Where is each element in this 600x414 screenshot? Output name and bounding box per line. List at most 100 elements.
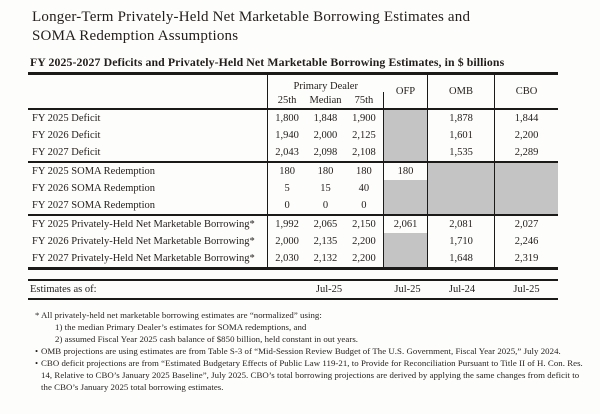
cell-omb: 1,878 [427, 109, 495, 127]
cell-cbo-na [494, 161, 558, 180]
row-label: FY 2025 SOMA Redemption [28, 161, 268, 180]
table-subtitle: FY 2025-2027 Deficits and Privately-Held… [30, 55, 505, 69]
cell-25th: 2,043 [275, 147, 299, 158]
table-row-fy2027-borrowing: FY 2027 Privately-Held Net Marketable Bo… [28, 250, 558, 269]
table-row-fy2025-soma: FY 2025 SOMA Redemption 180 180 180 180 [28, 161, 558, 180]
cell-omb: 1,648 [427, 250, 495, 269]
cell-25th: 0 [284, 200, 290, 211]
cell-cbo-na [494, 197, 558, 215]
cell-omb-na [427, 197, 495, 215]
footnote-omb: • OMB projections are using estimates ar… [28, 345, 586, 357]
cell-omb-na [427, 180, 495, 197]
footnote-normalized: * All privately-held net marketable borr… [28, 309, 586, 345]
cell-25th: 180 [267, 161, 307, 180]
col-header-25th: 25th [267, 92, 307, 110]
corner-header-cell [28, 73, 268, 110]
cell-cbo: 1,844 [514, 113, 539, 124]
cell-75th: 180 [344, 161, 384, 180]
cell-median: 2,135 [313, 236, 338, 247]
cell-25th: 1,800 [275, 113, 299, 124]
estimates-date-primary-dealer: Jul-25 [315, 283, 343, 295]
col-header-omb: OMB [427, 73, 495, 110]
bullet-marker: • [35, 346, 39, 356]
cell-ofp-na [383, 109, 428, 127]
table-row-fy2026-soma: FY 2026 SOMA Redemption 5 15 40 [28, 180, 558, 197]
cell-median: 2,132 [313, 253, 338, 264]
cell-median: 1,848 [313, 113, 338, 124]
cell-25th: 5 [284, 183, 290, 194]
table-row-fy2026-borrowing: FY 2026 Privately-Held Net Marketable Bo… [28, 233, 558, 250]
footnote-omb-text: OMB projections are using estimates are … [41, 346, 561, 356]
cell-75th: 2,200 [344, 233, 384, 250]
estimates-as-of-label: Estimates as of: [30, 283, 97, 295]
estimates-as-of-row: Estimates as of: Jul-25 Jul-25 Jul-24 Ju… [28, 279, 558, 300]
col-header-median: Median [306, 92, 345, 110]
borrowing-estimates-table: Primary Dealer OFP OMB CBO 25th Median 7… [28, 72, 558, 270]
cell-cbo: 2,027 [494, 214, 558, 233]
cell-omb: 1,710 [427, 233, 495, 250]
footnote-cbo-text: CBO deficit projections are from “Estima… [41, 358, 583, 392]
cell-median: 2,065 [306, 214, 345, 233]
cell-ofp-na [383, 127, 428, 144]
row-label: FY 2026 SOMA Redemption [28, 180, 268, 197]
table-row-fy2027-soma: FY 2027 SOMA Redemption 0 0 0 [28, 197, 558, 215]
footnote-normalized-text: All privately-held net marketable borrow… [41, 310, 322, 320]
cell-median: 180 [306, 161, 345, 180]
cell-ofp: 2,061 [383, 214, 428, 233]
row-label: FY 2026 Privately-Held Net Marketable Bo… [28, 233, 268, 250]
cell-ofp-na [383, 233, 428, 250]
cell-ofp-na [383, 250, 428, 269]
row-label: FY 2027 Privately-Held Net Marketable Bo… [28, 250, 268, 269]
cell-ofp-na [383, 197, 428, 215]
cell-median: 2,098 [313, 147, 338, 158]
page-title-line1: Longer-Term Privately-Held Net Marketabl… [32, 9, 471, 25]
footnote-normalized-item2: 2) assumed Fiscal Year 2025 cash balance… [55, 334, 359, 344]
estimates-date-omb: Jul-24 [448, 283, 476, 295]
table-row-fy2025-deficit: FY 2025 Deficit 1,800 1,848 1,900 1,878 … [28, 109, 558, 127]
footnote-normalized-item1: 1) the median Primary Dealer’s estimates… [55, 322, 307, 332]
cell-75th: 0 [344, 197, 384, 215]
cell-cbo: 2,200 [514, 130, 539, 141]
cell-omb: 2,081 [427, 214, 495, 233]
cell-cbo: 2,246 [514, 236, 539, 247]
cell-omb-na [427, 161, 495, 180]
table-row-fy2026-deficit: FY 2026 Deficit 1,940 2,000 2,125 1,601 … [28, 127, 558, 144]
row-label: FY 2025 Deficit [28, 109, 268, 127]
cell-25th: 2,030 [275, 253, 299, 264]
col-group-primary-dealer: Primary Dealer [293, 81, 358, 92]
col-header-ofp: OFP [383, 73, 428, 110]
cell-75th: 2,108 [344, 144, 384, 162]
cell-ofp-na [383, 144, 428, 162]
footnote-cbo: • CBO deficit projections are from “Esti… [28, 357, 586, 393]
cell-75th: 1,900 [344, 109, 384, 127]
table-row-fy2027-deficit: FY 2027 Deficit 2,043 2,098 2,108 1,535 … [28, 144, 558, 162]
estimates-date-ofp: Jul-25 [394, 283, 421, 295]
cell-median: 0 [322, 200, 329, 211]
page-title-line2: SOMA Redemption Assumptions [32, 28, 239, 44]
cell-75th: 2,200 [344, 250, 384, 269]
cell-cbo-na [494, 180, 558, 197]
row-label: FY 2027 SOMA Redemption [28, 197, 268, 215]
cell-25th: 1,940 [275, 130, 299, 141]
asterisk-marker: * [35, 310, 40, 320]
cell-median: 15 [320, 183, 331, 194]
cell-omb: 1,601 [427, 127, 495, 144]
col-header-cbo: CBO [494, 73, 558, 110]
row-label: FY 2027 Deficit [28, 144, 268, 162]
cell-75th: 40 [344, 180, 384, 197]
cell-75th: 2,150 [344, 214, 384, 233]
col-header-75th: 75th [344, 92, 384, 110]
cell-cbo: 2,319 [514, 253, 539, 264]
cell-ofp: 180 [383, 161, 428, 180]
cell-ofp-na [383, 180, 428, 197]
cell-75th: 2,125 [344, 127, 384, 144]
cell-25th: 1,992 [267, 214, 307, 233]
cell-omb: 1,535 [427, 144, 495, 162]
footnotes: * All privately-held net marketable borr… [28, 309, 586, 393]
row-label: FY 2026 Deficit [28, 127, 268, 144]
row-label: FY 2025 Privately-Held Net Marketable Bo… [28, 214, 268, 233]
cell-cbo: 2,289 [514, 147, 539, 158]
table-row-fy2025-borrowing: FY 2025 Privately-Held Net Marketable Bo… [28, 214, 558, 233]
cell-25th: 2,000 [275, 236, 299, 247]
